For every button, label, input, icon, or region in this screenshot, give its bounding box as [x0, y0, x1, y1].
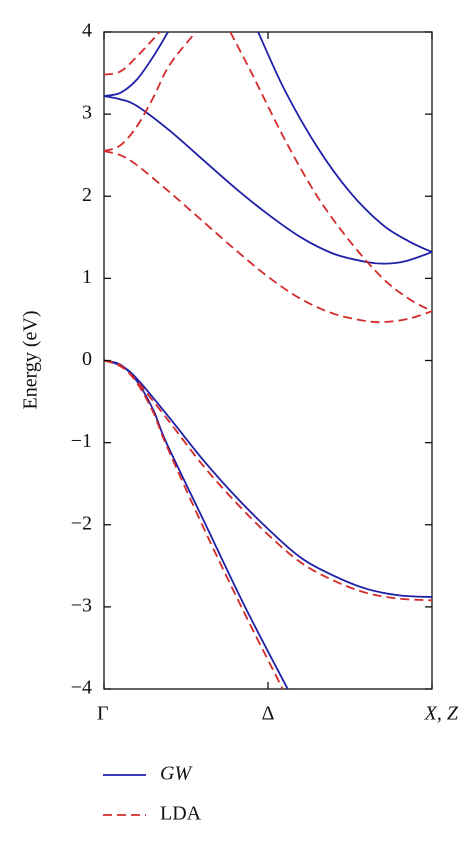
band-line	[104, 31, 197, 152]
band-line	[104, 150, 432, 324]
y-tick-label: −2	[71, 512, 92, 534]
legend-label: GW	[160, 763, 193, 785]
y-tick-label: 0	[82, 348, 92, 370]
y-tick-label: 1	[82, 266, 92, 288]
y-tick-label: 2	[82, 184, 92, 206]
x-tick-label: Δ	[262, 703, 275, 725]
band-line	[104, 359, 289, 690]
legend-label: LDA	[160, 803, 202, 825]
band-line	[104, 95, 432, 265]
y-tick-label: −1	[71, 430, 92, 452]
x-tick-label: Γ	[97, 703, 109, 725]
y-axis-label: Energy (eV)	[20, 310, 42, 409]
band-line	[104, 31, 169, 97]
band-line	[104, 31, 161, 76]
band-line	[104, 359, 432, 598]
y-tick-label: 3	[82, 102, 92, 124]
plot-lines	[104, 31, 432, 690]
band-line	[104, 359, 284, 690]
band-line	[257, 31, 432, 253]
plot-frame	[103, 31, 433, 690]
y-tick-label: −3	[71, 594, 92, 616]
y-tick-label: 4	[82, 20, 92, 42]
x-tick-label: X, Z	[424, 703, 459, 725]
y-tick-label: −4	[71, 677, 92, 699]
band-line	[229, 31, 432, 313]
